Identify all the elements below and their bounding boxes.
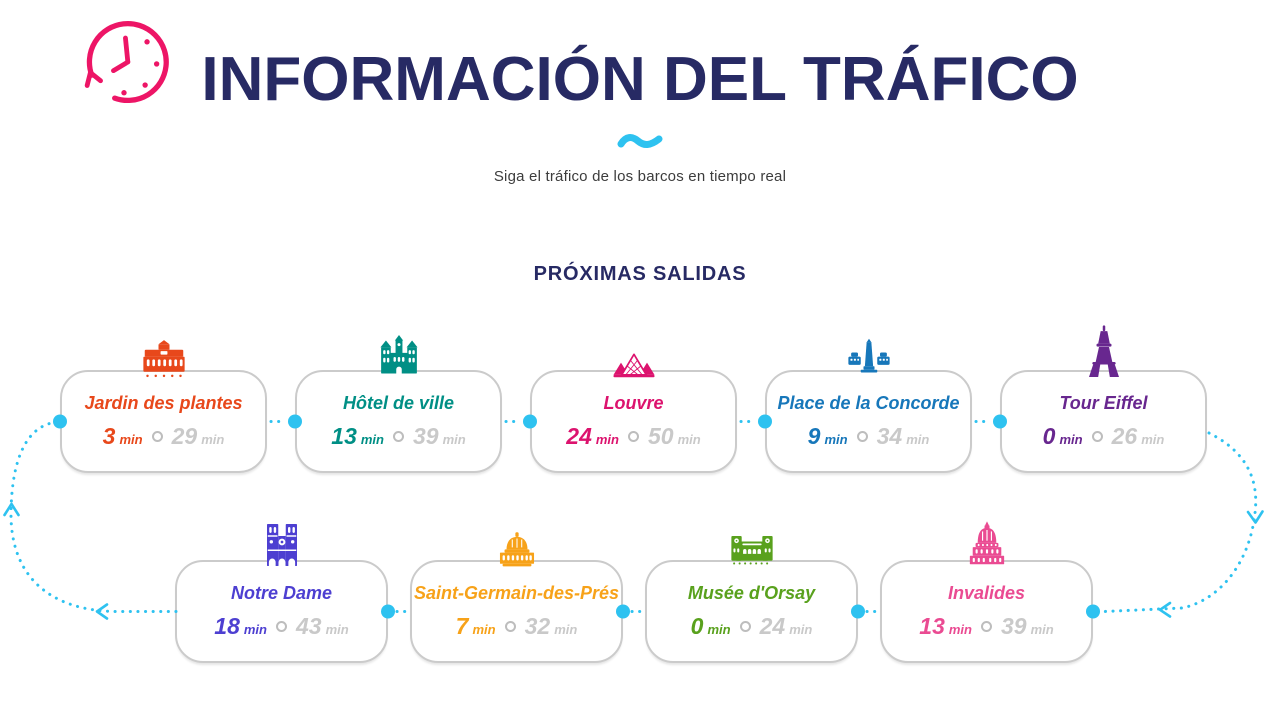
following-departure-time: 32 min bbox=[524, 613, 578, 639]
stop-name: Tour Eiffel bbox=[1059, 393, 1148, 413]
next-departure-time: 7 min bbox=[455, 613, 496, 639]
following-departure-time: 43 min bbox=[296, 613, 349, 639]
arrow-down-icon bbox=[1246, 510, 1264, 524]
departure-times: 24 min 50 min bbox=[566, 423, 700, 450]
saint-germain-des-pres-dome-icon bbox=[496, 531, 538, 569]
following-departure-time: 39 min bbox=[1001, 613, 1054, 639]
departure-times: 3 min 29 min bbox=[103, 423, 225, 450]
stop-name: Louvre bbox=[603, 393, 664, 413]
departure-times: 0 min 24 min bbox=[691, 613, 813, 640]
hotel-de-ville-building-icon bbox=[377, 335, 421, 379]
stop-name: Saint-Germain-des-Prés bbox=[413, 583, 620, 603]
next-departure-time: 0 min bbox=[690, 613, 731, 639]
arrow-left-icon bbox=[1158, 601, 1172, 618]
musee-d-orsay-building-icon bbox=[730, 529, 774, 569]
separator-ring-icon bbox=[276, 621, 287, 632]
next-departure-time: 0 min bbox=[1042, 423, 1083, 449]
stop-card-louvre: Louvre 24 min 50 min bbox=[530, 353, 737, 473]
stop-card-jardin-des-plantes: Jardin des plantes 3 min 29 min bbox=[60, 340, 267, 473]
arrow-left-icon bbox=[95, 603, 109, 620]
departure-times: 13 min 39 min bbox=[919, 613, 1053, 640]
stop-card-saint-germain-des-pr-s: Saint-Germain-des-Prés 7 min 32 min bbox=[410, 532, 623, 663]
separator-ring-icon bbox=[856, 431, 868, 442]
following-departure-time: 29 min bbox=[171, 423, 225, 449]
stop-card-tour-eiffel: Tour Eiffel 0 min 26 min bbox=[1000, 325, 1207, 473]
separator-ring-icon bbox=[981, 621, 992, 632]
separator-ring-icon bbox=[393, 431, 404, 442]
stop-card-invalides: Invalides 13 min 39 min bbox=[880, 521, 1093, 663]
following-departure-time: 34 min bbox=[876, 423, 930, 449]
wave-divider-icon bbox=[616, 132, 664, 157]
louvre-pyramid-icon bbox=[612, 353, 656, 379]
separator-ring-icon bbox=[504, 621, 516, 632]
place-de-la-concorde-obelisk-icon bbox=[847, 337, 891, 379]
next-departure-time: 13 min bbox=[919, 613, 972, 639]
stop-name: Notre Dame bbox=[230, 583, 333, 603]
notre-dame-cathedral-icon bbox=[261, 521, 303, 569]
invalides-dome-icon bbox=[967, 521, 1007, 569]
jardin-des-plantes-building-icon bbox=[142, 337, 186, 379]
next-departure-time: 24 min bbox=[566, 423, 619, 449]
separator-ring-icon bbox=[628, 431, 639, 442]
next-departure-time: 3 min bbox=[102, 423, 143, 449]
following-departure-time: 26 min bbox=[1111, 423, 1165, 449]
stop-name: Place de la Concorde bbox=[777, 393, 960, 413]
following-departure-time: 50 min bbox=[648, 423, 701, 449]
stop-card-h-tel-de-ville: Hôtel de ville 13 min 39 min bbox=[295, 335, 502, 473]
stop-name: Jardin des plantes bbox=[84, 393, 243, 413]
following-departure-time: 24 min bbox=[759, 613, 813, 639]
page-title: INFORMACIÓN DEL TRÁFICO bbox=[201, 45, 1079, 114]
following-departure-time: 39 min bbox=[413, 423, 466, 449]
stop-card-notre-dame: Notre Dame 18 min 43 min bbox=[175, 524, 388, 663]
page-subtitle: Siga el tráfico de los barcos en tiempo … bbox=[493, 168, 787, 185]
stop-name: Hôtel de ville bbox=[342, 393, 455, 413]
departure-times: 0 min 26 min bbox=[1043, 423, 1165, 450]
separator-ring-icon bbox=[739, 621, 751, 632]
separator-ring-icon bbox=[151, 431, 163, 442]
clock-history-icon bbox=[76, 14, 172, 110]
stop-name: Invalides bbox=[947, 583, 1026, 603]
separator-ring-icon bbox=[1091, 431, 1103, 442]
departure-times: 7 min 32 min bbox=[456, 613, 578, 640]
stop-card-place-de-la-concorde: Place de la Concorde 9 min 34 min bbox=[765, 338, 972, 473]
departure-times: 18 min 43 min bbox=[214, 613, 348, 640]
next-departure-time: 18 min bbox=[214, 613, 267, 639]
stop-name: Musée d'Orsay bbox=[687, 583, 816, 603]
next-departure-time: 13 min bbox=[331, 423, 384, 449]
next-departures-heading: PRÓXIMAS SALIDAS bbox=[533, 263, 747, 285]
departure-times: 9 min 34 min bbox=[808, 423, 930, 450]
eiffel-tower-icon bbox=[1088, 325, 1119, 379]
stop-card-mus-e-d-orsay: Musée d'Orsay 0 min 24 min bbox=[645, 535, 858, 663]
next-departure-time: 9 min bbox=[807, 423, 848, 449]
arrow-up-icon bbox=[3, 502, 20, 517]
departure-times: 13 min 39 min bbox=[331, 423, 465, 450]
